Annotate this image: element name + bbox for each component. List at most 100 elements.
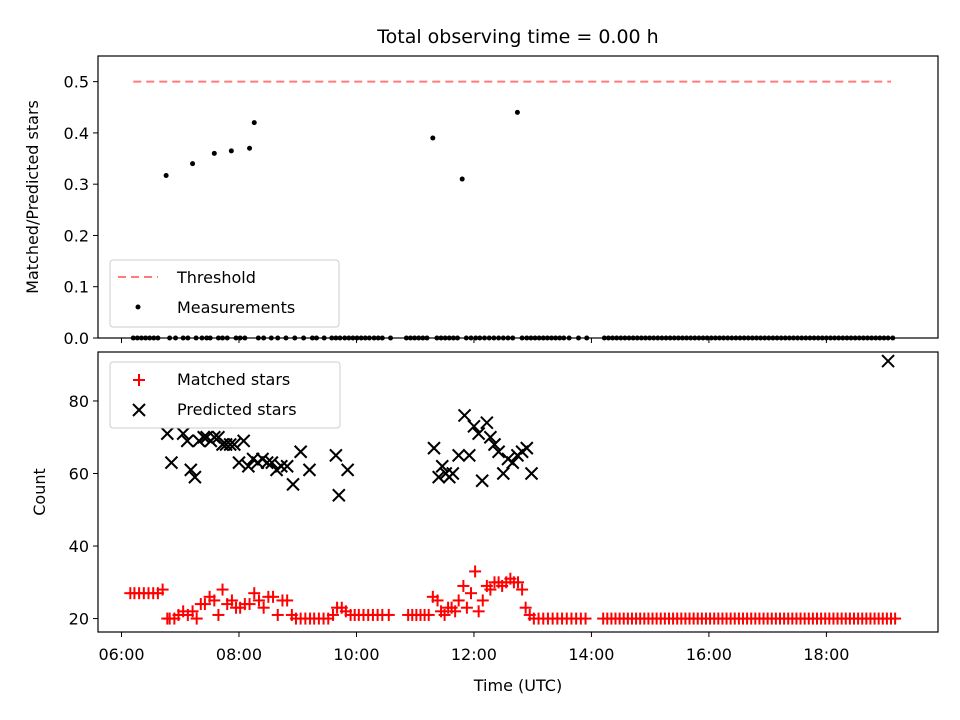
predicted-stars-point [302,463,317,477]
predicted-stars-point [467,419,481,434]
bottom-panel: 20 40 60 80 06:00 08:00 10:00 12:00 14:00 16:00 1… [30,351,939,695]
predicted-stars-point [274,459,288,473]
predicted-stars-point [487,437,502,452]
predicted-stars-point [232,455,246,470]
bottom-y-tick-label: 40 [69,537,89,556]
matched-stars-point [431,594,444,607]
top-y-axis-label: Matched/Predicted stars [23,100,42,294]
predicted-stars-point [180,434,194,448]
predicted-stars-point [260,455,274,470]
predicted-stars-point [471,426,486,441]
x-tick-label: 06:00 [98,645,144,664]
matched-stars-point [472,605,485,618]
predicted-stars-point [164,455,179,470]
matched-stars-point [243,598,256,611]
matched-stars-point [198,598,211,611]
predicted-stars-point [462,448,476,463]
measurements-legend-swatch [135,304,141,310]
matched-stars-point [449,605,462,618]
predicted-legend-label: Predicted stars [177,400,297,419]
matched-stars-point [271,608,284,621]
predicted-stars-point [435,459,449,473]
predicted-stars-point [480,416,494,430]
measurement-point [211,150,217,156]
predicted-stars-point [293,445,308,459]
predicted-stars-point [286,477,300,492]
predicted-stars-point [236,434,251,448]
predicted-stars-point [340,463,355,477]
matched-stars-point [248,587,261,600]
predicted-stars-point [446,466,460,481]
predicted-stars-point [483,430,498,444]
predicted-legend-swatch [132,403,146,417]
measurements-legend-label: Measurements [177,298,295,317]
matched-stars-point [512,576,524,589]
x-tick-label: 18:00 [803,645,849,664]
predicted-stars-point [176,426,190,441]
predicted-stars-point [329,448,343,463]
measurement-point [190,161,196,167]
matched-stars-point [452,594,465,607]
predicted-stars-point [457,408,472,423]
matched-legend-swatch [133,374,145,386]
x-ticks: 06:00 08:00 10:00 12:00 14:00 16:00 18:00 [98,632,849,664]
predicted-stars-point [160,426,175,441]
matched-stars-point [469,565,482,578]
matched-stars-point [267,590,280,603]
matched-stars-point [484,583,497,596]
bottom-legend: Matched stars Predicted stars [109,361,341,429]
matched-stars-point [422,608,435,621]
measurement-point [247,145,253,151]
predicted-stars-point [184,463,198,477]
matched-stars-point [889,612,902,625]
matched-stars-point [579,612,592,625]
matched-stars-point [326,608,339,621]
predicted-stars-point [520,441,534,455]
measurement-point [430,135,436,141]
predicted-stars-point [227,437,241,452]
bottom-y-tick-label: 80 [69,392,89,411]
top-panel-frame [97,55,939,339]
chart-title: Total observing time = 0.00 h [376,26,658,48]
matched-stars-point [519,601,532,614]
matched-stars-point [382,608,395,621]
matched-stars-point [465,587,478,600]
x-tick-label: 08:00 [216,645,262,664]
x-tick-label: 12:00 [451,645,497,664]
top-y-tick-label: 0.1 [64,278,89,297]
measurement-point [163,172,169,178]
top-legend-box [109,259,340,328]
top-y-tick-label: 0.2 [64,226,89,245]
matched-stars-point [438,608,451,621]
predicted-stars-point [223,437,237,452]
matched-stars-point [156,583,169,596]
predicted-stars-point [475,474,489,488]
top-x-tick-marks [120,338,827,343]
matched-stars-point [190,612,203,625]
matched-legend-label: Matched stars [177,370,290,389]
matched-stars-point [225,594,238,607]
predicted-stars-point [332,488,346,502]
matched-stars-point [212,608,225,621]
bottom-y-axis-label: Count [30,468,49,516]
measurement-point [251,120,257,126]
top-y-tick-label: 0.5 [64,73,89,92]
bottom-legend-box [109,361,341,429]
predicted-stars-point [451,448,466,463]
predicted-stars-point [427,441,441,455]
bottom-y-tick-label: 60 [69,465,89,484]
predicted-stars-point [188,470,202,484]
predicted-stars-point [524,466,539,481]
measurement-point [459,176,465,182]
bottom-y-ticks: 20 40 60 80 [69,392,98,629]
top-y-ticks: 0.0 0.1 0.2 0.3 0.4 0.5 [64,73,98,348]
x-tick-label: 16:00 [686,645,732,664]
predicted-stars-point [491,445,506,459]
x-axis-label: Time (UTC) [473,676,562,695]
bottom-panel-frame [97,351,939,633]
x-tick-label: 14:00 [568,645,614,664]
matched-stars-point [186,605,199,618]
matched-stars-point [257,601,270,614]
top-y-tick-label: 0.3 [64,175,89,194]
